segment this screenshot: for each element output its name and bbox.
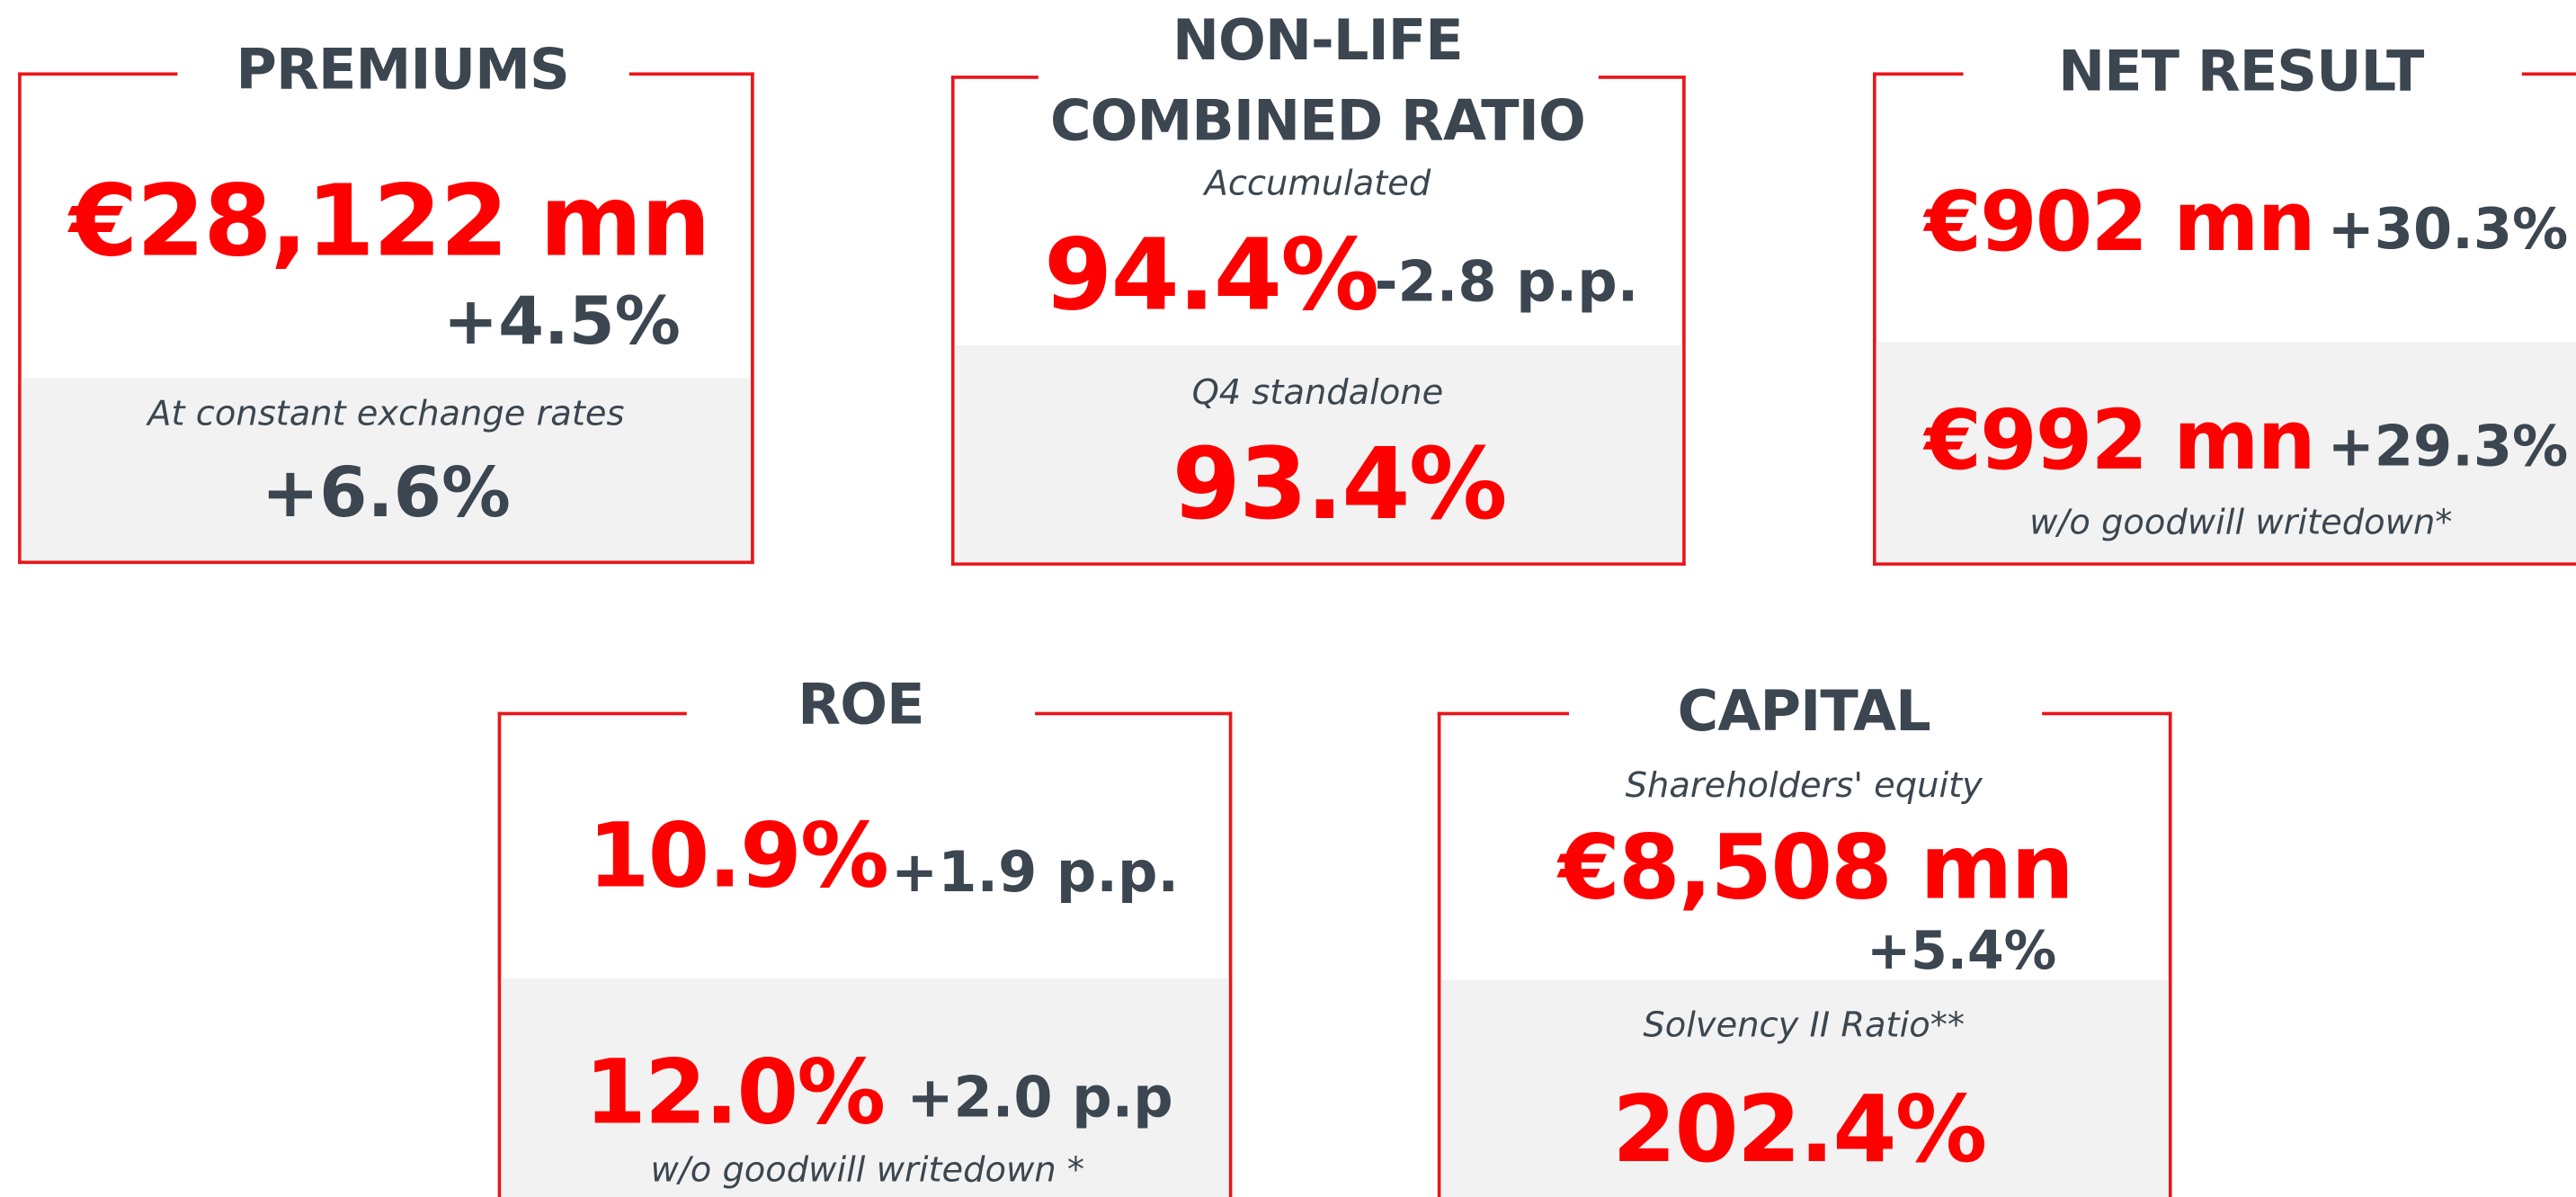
kpi-change: +29.3% (2327, 414, 2569, 480)
card-title: ROE (798, 672, 924, 738)
kpi-note: Solvency II Ratio** (1643, 1005, 1965, 1045)
card (1873, 72, 2576, 566)
kpi-note: Q4 standalone (1191, 372, 1444, 412)
card-band (501, 978, 1229, 1197)
kpi-change: +4.5% (442, 284, 681, 361)
card-title: NET RESULT (2058, 39, 2424, 106)
card-band (954, 344, 1683, 563)
kpi-value: €8,508 mn (1558, 815, 2074, 920)
kpi-change: +5.4% (1867, 919, 2057, 982)
kpi-change: +1.9 p.p. (891, 840, 1180, 907)
kpi-note: Shareholders' equity (1625, 765, 1983, 805)
frame-line (1035, 711, 1233, 716)
kpi-secondary: +6.6% (261, 451, 511, 533)
card-title: COMBINED RATIO (1049, 88, 1586, 155)
frame-line (1598, 76, 1686, 79)
kpi-note: w/o goodwill writedown * (650, 1149, 1085, 1190)
kpi-value: €28,122 mn (69, 164, 710, 280)
card-band (21, 378, 752, 561)
frame-line (628, 72, 754, 76)
kpi-value: 10.9% (587, 804, 889, 908)
kpi-secondary: 93.4% (1172, 427, 1508, 543)
kpi-secondary: 202.4% (1612, 1076, 1987, 1184)
card-band (1440, 979, 2169, 1197)
kpi-secondary: €992 mn (1924, 392, 2315, 489)
card (950, 76, 1686, 566)
kpi-change: +30.3% (2327, 197, 2569, 264)
kpi-value: 94.4% (1044, 219, 1379, 335)
kpi-note: w/o goodwill writedown* (2029, 502, 2453, 542)
frame-line (18, 72, 178, 76)
card-title: CAPITAL (1677, 679, 1931, 746)
frame-line (1873, 72, 1964, 76)
kpi-value: €902 mn (1924, 174, 2315, 270)
card (497, 711, 1233, 1197)
card-title: NON-LIFE (1172, 8, 1464, 75)
card (18, 72, 754, 565)
card (1437, 711, 2172, 1197)
card-band (1876, 342, 2576, 563)
frame-line (2042, 711, 2172, 716)
frame-line (1437, 711, 1569, 716)
frame-line (497, 711, 687, 716)
kpi-secondary: 12.0% (584, 1041, 886, 1145)
kpi-note: At constant exchange rates (147, 393, 625, 433)
kpi-note: Accumulated (1204, 163, 1431, 203)
frame-line (2521, 72, 2576, 76)
kpi-change: -2.8 p.p. (1374, 249, 1639, 317)
kpi-change: +2.0 p.p (906, 1065, 1173, 1131)
card-title: PREMIUMS (236, 38, 569, 104)
frame-line (950, 76, 1038, 79)
